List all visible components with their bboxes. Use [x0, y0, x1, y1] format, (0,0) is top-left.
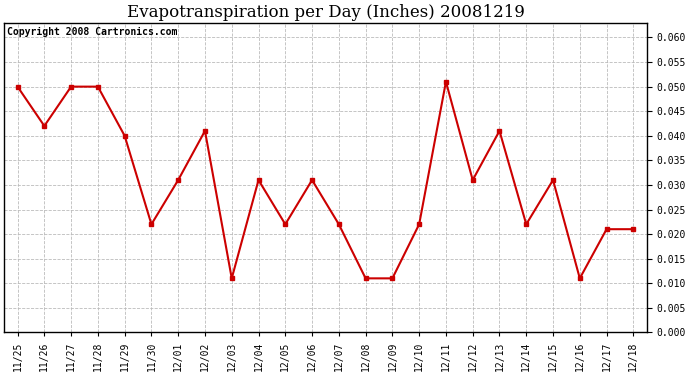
Text: Copyright 2008 Cartronics.com: Copyright 2008 Cartronics.com	[8, 27, 178, 38]
Title: Evapotranspiration per Day (Inches) 20081219: Evapotranspiration per Day (Inches) 2008…	[126, 4, 524, 21]
